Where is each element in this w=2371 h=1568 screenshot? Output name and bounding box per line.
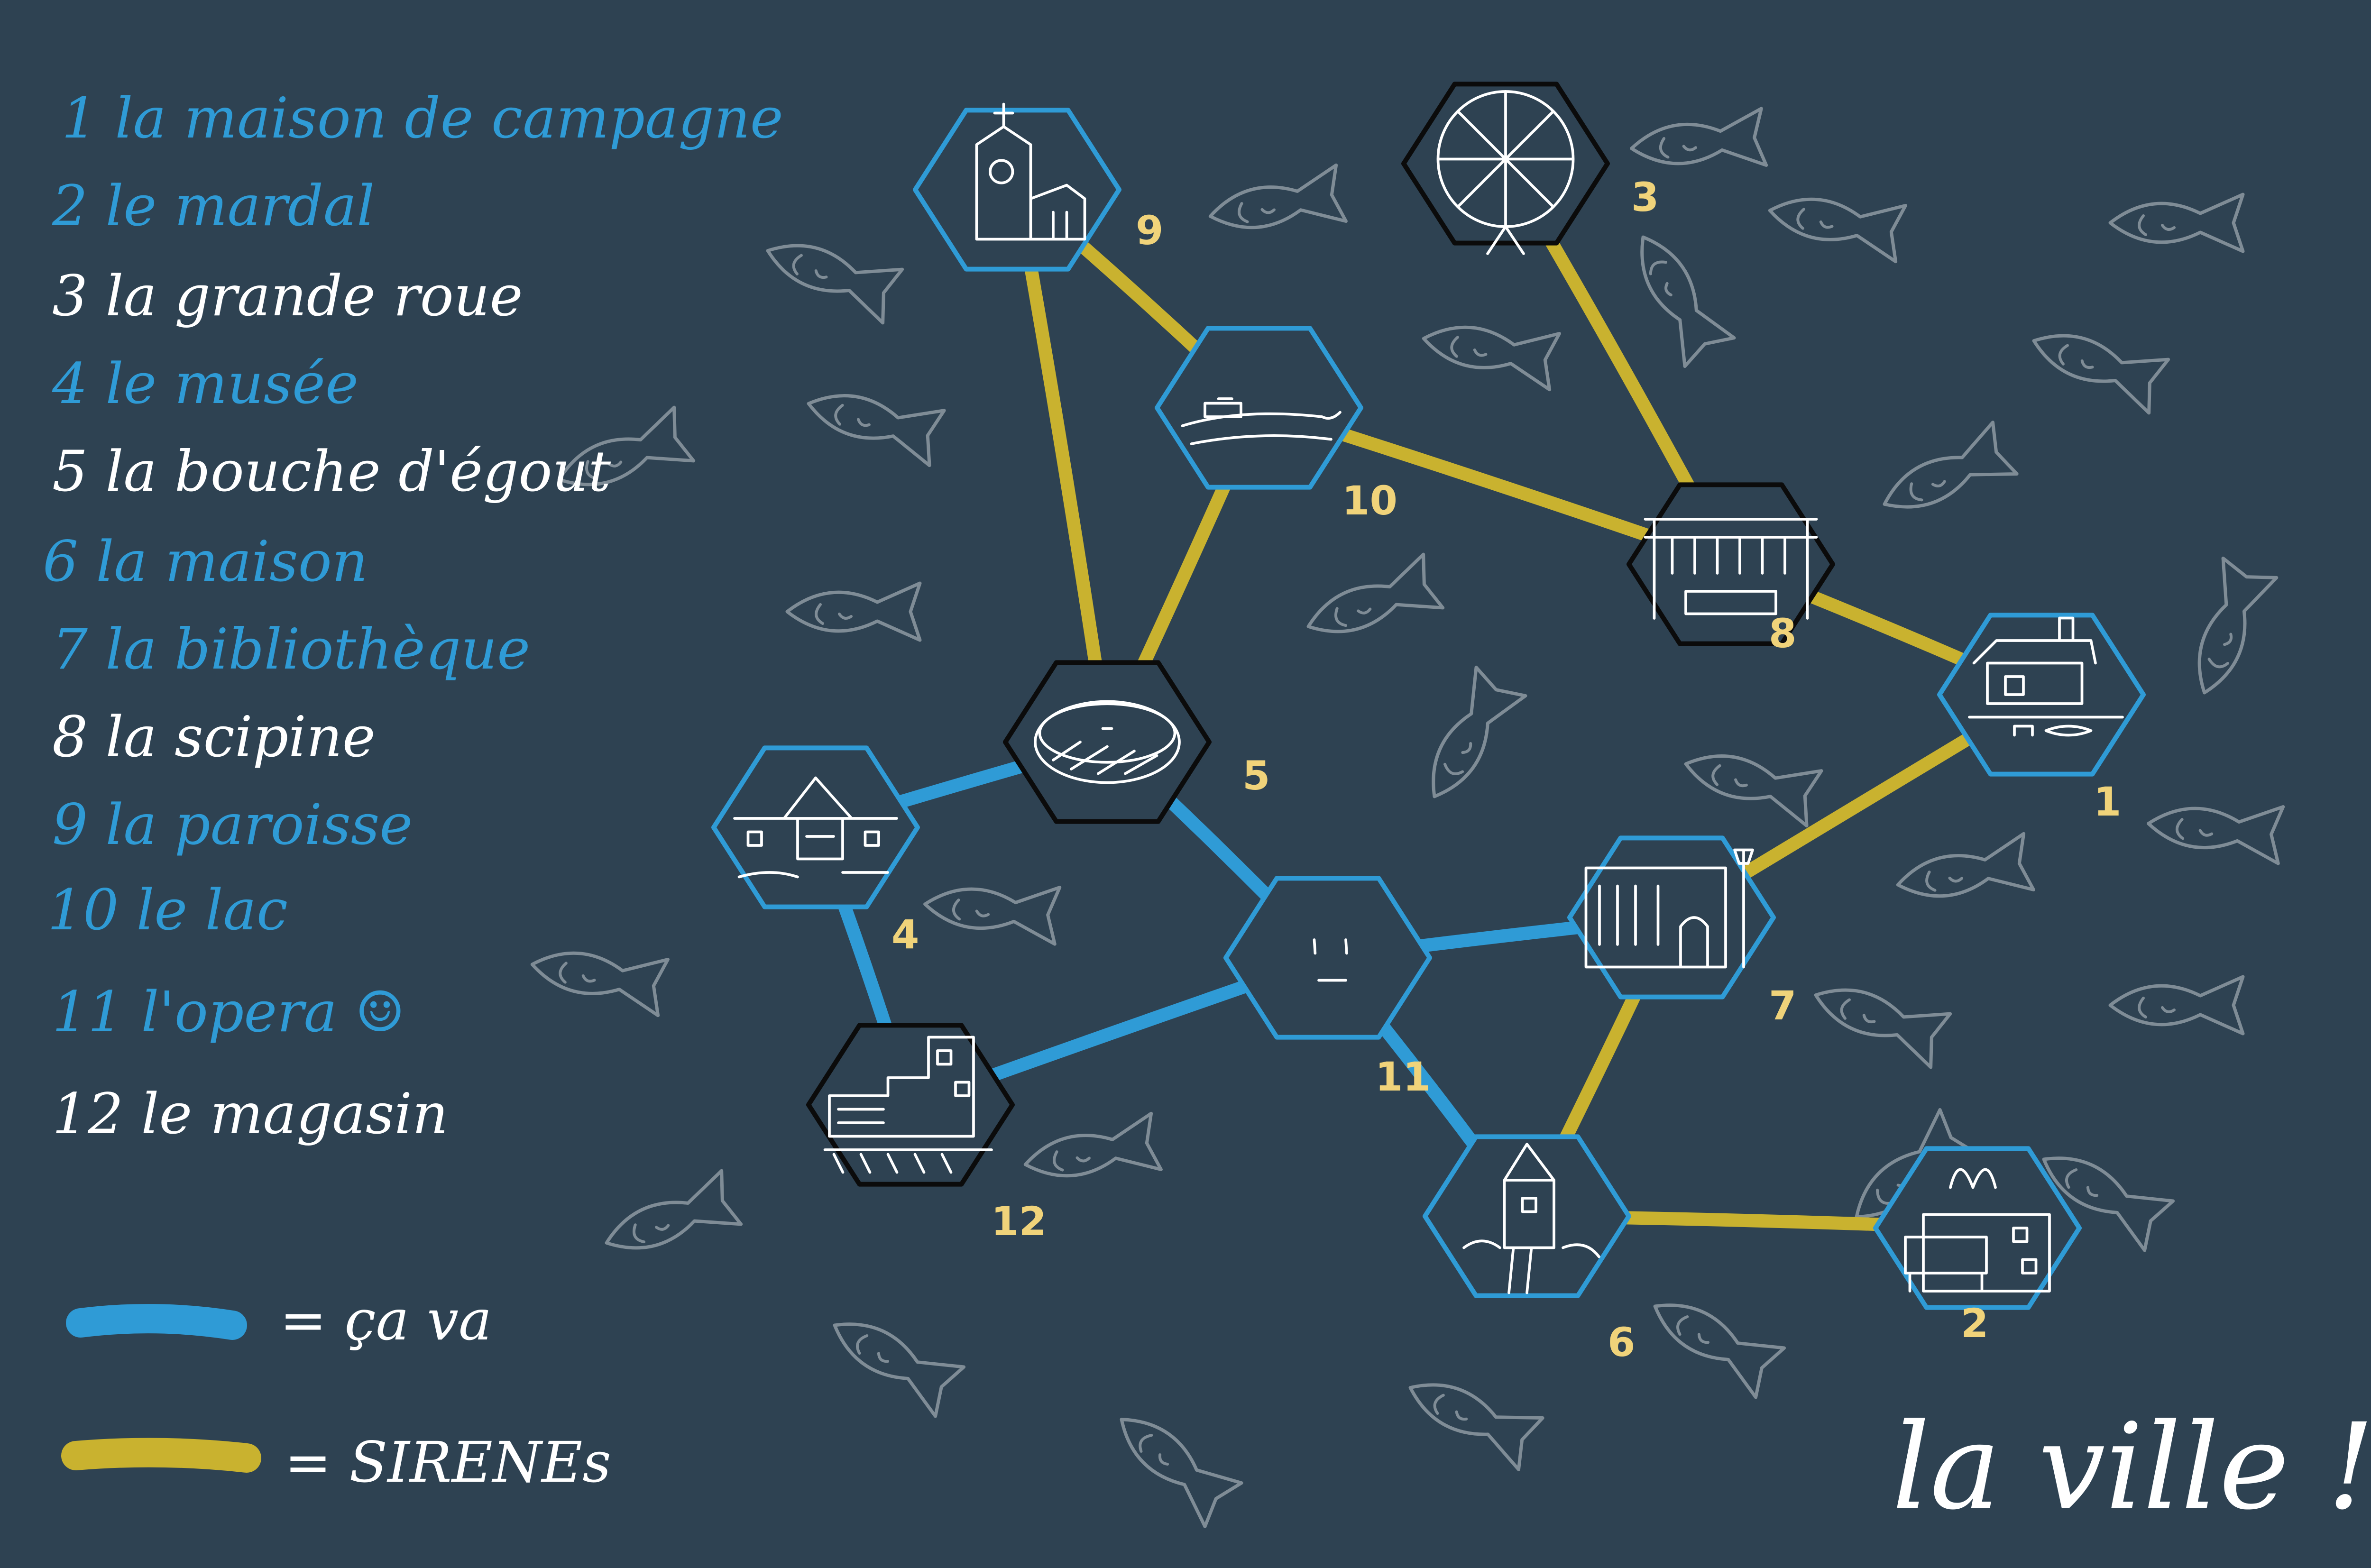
fish-icon [2042,1156,2175,1252]
node-label-8: 8 [1769,610,1796,657]
hexagon-10 [1155,326,1363,490]
hexagon-11 [1223,876,1432,1040]
fish-icon [785,581,922,642]
fish-icon [557,405,696,486]
pool-icon [1644,518,1818,620]
fish-icon [2108,193,2245,253]
node-label-7: 7 [1769,982,1796,1029]
country-house-icon [1968,616,2124,737]
legend-item-1: 1 la maison de campagne [62,85,783,151]
fish-icon [923,886,1062,946]
hexagon-1 [1937,613,2146,777]
legend-item-2: 2 le mardal [52,173,375,238]
fish-icon [2032,334,2170,415]
legend-item-7: 7 la bibliothèque [52,616,530,682]
legend-blue-line-swatch [66,1304,247,1340]
node-1: 1 [1937,613,2146,825]
fish-icon [1630,107,1768,167]
node-9: 9 [913,102,1163,272]
node-label-12: 12 [991,1198,1047,1245]
fish-icon [1684,754,1823,828]
fish-icon [605,1169,743,1250]
node-label-2: 2 [1961,1300,1988,1347]
fish-icon [833,1322,966,1418]
node-label-1: 1 [2094,779,2121,825]
legend-item-6: 6 la maison [43,529,368,594]
node-label-5: 5 [1242,752,1270,799]
ferris-wheel-icon [1436,90,1575,255]
legend-item-3: 3 la grande roue [52,263,523,329]
fish-icon [1120,1418,1243,1529]
fish-icon [1883,421,2019,509]
legend-item-12: 12 le magasin [52,1081,448,1146]
fish-icon [2108,975,2245,1036]
node-7: 7 [1567,835,1796,1029]
node-8: 8 [1627,482,1835,657]
node-10: 10 [1155,326,1397,524]
fish-icon [1814,988,1952,1069]
church-icon [975,102,1086,241]
fish-icon [530,951,670,1018]
museum-icon [733,776,898,879]
node-4: 4 [711,745,920,958]
fish-icon [807,394,946,468]
fish-icon [1653,1303,1786,1399]
legend-item-8: 8 la scipine [52,704,376,770]
shop-icon [823,1036,993,1174]
opera-face-icon [1313,938,1348,982]
lake-icon [1181,397,1342,445]
fish-icon [1408,1383,1544,1471]
fish-icon [1306,552,1445,633]
node-label-9: 9 [1136,207,1163,254]
house-icon [1462,1143,1600,1294]
node-label-4: 4 [891,911,919,958]
hexagon-4 [711,745,920,909]
fish-icon [1208,163,1348,229]
mcdonalds-icon [1904,1168,2051,1293]
node-5: 5 [1003,660,1270,824]
fish-icon [1422,325,1561,392]
node-6: 6 [1423,1134,1635,1366]
node-label-6: 6 [1608,1319,1635,1366]
hexagon-12 [806,1023,1015,1187]
fish-icon [1640,235,1736,368]
hexagon-5 [1003,660,1212,824]
page-title: la ville !! [1892,1398,2371,1536]
hexagon-7 [1567,835,1776,999]
legend-yellow-line-swatch [61,1438,261,1473]
node-label-3: 3 [1631,174,1659,220]
fish-icon [1896,832,2035,898]
fish-icon [2197,556,2279,695]
hexagon-2 [1873,1146,2082,1310]
hexagon-8 [1627,482,1835,646]
node-label-11: 11 [1375,1054,1431,1100]
legend-item-4: 4 le musée [52,351,358,416]
manhole-icon [1034,700,1181,784]
node-12: 12 [806,1023,1047,1245]
library-icon [1584,848,1754,969]
fish-icon [766,244,904,325]
node-label-10: 10 [1342,477,1397,524]
hexagon-6 [1423,1134,1631,1298]
legend-blue-line-text: = ça va [280,1287,492,1353]
legend: 1 la maison de campagne 2 le mardal 3 la… [43,85,783,1495]
fish-icon [1432,665,1527,798]
legend-item-10: 10 le lac [47,877,288,943]
node-3: 3 [1401,82,1659,255]
legend-item-5: 5 la bouche d'égout [52,439,611,504]
legend-item-9: 9 la paroisse [52,792,413,857]
fish-icon [1023,1111,1163,1178]
fish-icon [2147,805,2285,865]
fish-icon [1768,197,1907,264]
node-11: 11 [1223,876,1432,1100]
fish-decorations [530,107,2285,1529]
legend-item-11: 11 l'opera ☺ [52,979,405,1045]
legend-yellow-line-text: = SIRENEs [285,1430,611,1495]
node-2: 2 [1873,1146,2082,1347]
hexagon-9 [913,108,1121,272]
